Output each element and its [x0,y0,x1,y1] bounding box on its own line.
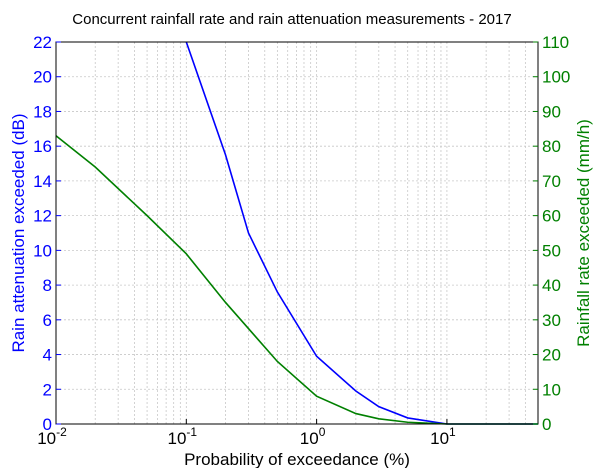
x-tick-label: 100 [300,425,326,448]
right-tick-label: 30 [542,311,561,330]
y-axis-right-label: Rainfall rate exceeded (mm/h) [574,119,593,347]
x-axis-ticks: 10-2 10-1 100 101 [37,419,456,448]
left-tick-label: 0 [43,415,52,434]
left-tick-label: 12 [33,207,52,226]
left-tick-label: 6 [43,311,52,330]
x-axis-label: Probability of exceedance (%) [184,450,410,468]
left-tick-label: 14 [33,172,52,191]
right-tick-label: 50 [542,241,561,260]
left-tick-label: 2 [43,380,52,399]
right-tick-label: 90 [542,102,561,121]
left-axis-ticks: 0 2 4 6 8 10 12 14 16 18 20 22 [33,33,61,434]
chart-title: Concurrent rainfall rate and rain attenu… [72,11,511,28]
x-tick-label: 10-2 [37,425,67,448]
left-tick-label: 8 [43,276,52,295]
right-tick-label: 40 [542,276,561,295]
left-tick-label: 20 [33,68,52,87]
right-tick-label: 20 [542,346,561,365]
grid [55,41,539,425]
right-axis-ticks: 0 10 20 30 40 50 60 70 80 90 100 110 [533,33,570,434]
left-tick-label: 10 [33,241,52,260]
right-tick-label: 70 [542,172,561,191]
left-tick-label: 16 [33,137,52,156]
series-lines [55,41,538,425]
left-tick-label: 18 [33,102,52,121]
right-tick-label: 0 [542,415,551,434]
series-line-rain-attenuation [185,41,538,425]
left-tick-label: 22 [33,33,52,52]
x-tick-label: 101 [430,425,456,448]
left-tick-label: 4 [43,346,52,365]
right-tick-label: 110 [542,33,569,52]
right-tick-label: 10 [542,380,561,399]
y-axis-left-label: Rain attenuation exceeded (dB) [9,113,28,352]
plot-frame [55,41,539,425]
series-line-rainfall-rate [55,135,538,425]
right-tick-label: 60 [542,207,561,226]
right-tick-label: 100 [542,68,570,87]
right-tick-label: 80 [542,137,561,156]
x-tick-label: 10-1 [168,425,198,448]
